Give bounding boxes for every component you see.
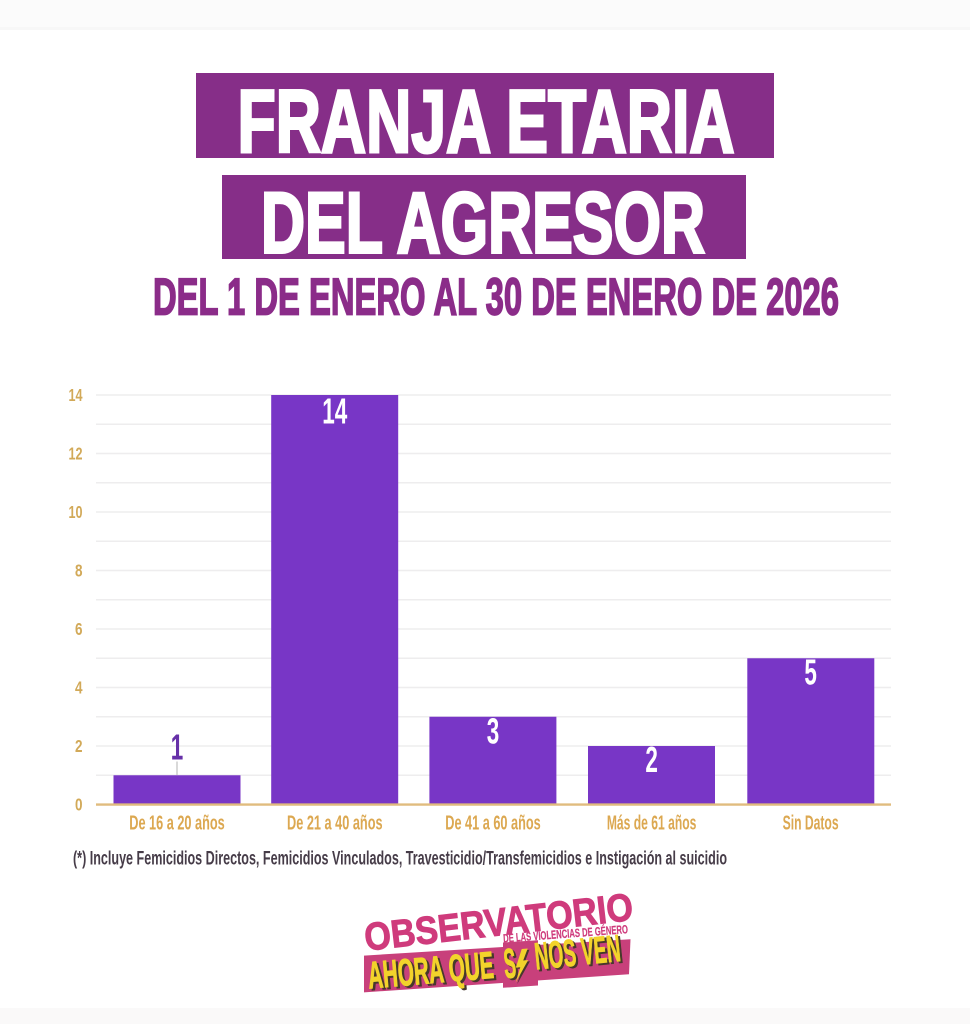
svg-text:De 21 a 40 años: De 21 a 40 años [287, 813, 383, 835]
svg-text:0: 0 [75, 795, 83, 815]
svg-text:S: S [504, 941, 520, 989]
svg-text:NOS VEN: NOS VEN [535, 930, 625, 980]
svg-text:3: 3 [487, 711, 500, 752]
svg-text:1: 1 [171, 727, 184, 768]
svg-text:S: S [502, 939, 518, 987]
svg-text:4: 4 [75, 678, 83, 698]
svg-text:NOS VEN: NOS VEN [533, 928, 623, 978]
svg-text:10: 10 [69, 502, 83, 522]
svg-text:Sin Datos: Sin Datos [783, 813, 839, 835]
svg-text:De 16 a 20 años: De 16 a 20 años [129, 813, 225, 835]
svg-text:DEL AGRESOR: DEL AGRESOR [261, 176, 705, 272]
svg-text:(*) Incluye Femicidios Directo: (*) Incluye Femicidios Directos, Femicid… [73, 848, 727, 870]
svg-text:2: 2 [645, 739, 658, 780]
svg-text:14: 14 [322, 391, 347, 432]
svg-text:De 41 a 60 años: De 41 a 60 años [445, 813, 541, 835]
svg-text:6: 6 [75, 619, 83, 639]
svg-text:2: 2 [75, 736, 83, 756]
svg-text:12: 12 [69, 444, 83, 464]
svg-text:Más de 61 años: Más de 61 años [607, 813, 697, 835]
svg-text:14: 14 [69, 385, 83, 405]
svg-text:FRANJA ETARIA: FRANJA ETARIA [238, 71, 735, 171]
svg-text:5: 5 [804, 652, 817, 693]
svg-text:8: 8 [75, 561, 83, 581]
svg-text:AHORA QUE: AHORA QUE [366, 945, 495, 998]
svg-text:DEL 1 DE ENERO AL 30 DE ENERO: DEL 1 DE ENERO AL 30 DE ENERO DE 2026 [153, 268, 839, 326]
